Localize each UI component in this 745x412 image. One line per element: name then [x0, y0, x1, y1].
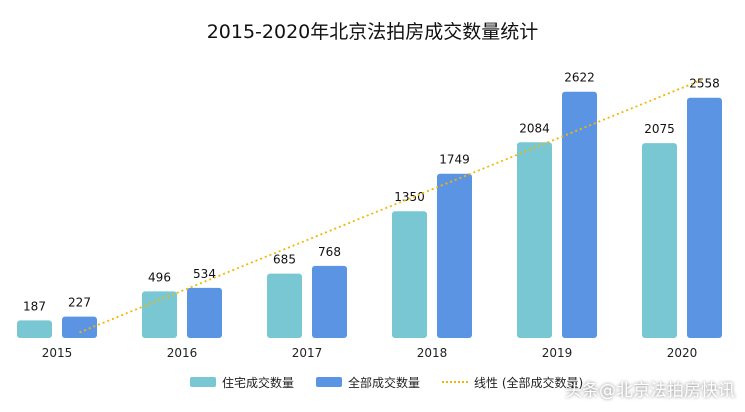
chart-title: 2015-2020年北京法拍房成交数量统计: [206, 21, 539, 43]
bar-residential-2017: [267, 273, 302, 338]
bar-residential-2016: [142, 291, 177, 338]
data-label-residential-2019: 2084: [519, 121, 550, 135]
bar-total-2017: [312, 265, 347, 338]
bar-total-2020: [687, 97, 722, 338]
data-label-total-2018: 1749: [439, 153, 470, 167]
x-tick-2015: 2015: [42, 346, 73, 360]
legend-item-trendline: 线性 (全部成交数量): [442, 374, 583, 391]
bar-total-2018: [437, 173, 472, 338]
bar-residential-2019: [517, 142, 552, 338]
bar-total-2019: [562, 91, 597, 338]
bar-total-2016: [187, 287, 222, 338]
data-label-residential-2016: 496: [148, 270, 171, 284]
bar-residential-2020: [642, 143, 677, 338]
watermark: 头条 @北京法拍房快讯: [565, 376, 735, 401]
bar-total-2015: [62, 316, 97, 338]
legend-label-trendline: 线性 (全部成交数量): [474, 375, 584, 390]
data-label-total-2016: 534: [193, 267, 216, 281]
data-labels-group: 187 227 496 534 685 768 1350 1749 2084 2622 2075 25…: [23, 71, 720, 314]
legend-swatch-residential: [190, 377, 216, 387]
legend: 住宅成交数量 全部成交数量 线性 (全部成交数量): [190, 373, 605, 391]
data-label-total-2019: 2622: [564, 71, 595, 85]
legend-label-residential: 住宅成交数量: [222, 375, 295, 390]
legend-item-total: 全部成交数量: [316, 374, 420, 391]
bar-residential-2018: [392, 211, 427, 338]
watermark-prefix: 头条: [565, 381, 599, 401]
x-axis-ticks: 2015 2016 2017 2018 2019 2020: [42, 346, 698, 360]
legend-swatch-total: [316, 377, 343, 387]
data-label-total-2020: 2558: [689, 77, 720, 91]
data-label-residential-2017: 685: [273, 253, 296, 267]
x-tick-2017: 2017: [292, 346, 323, 360]
data-label-residential-2015: 187: [23, 299, 46, 313]
data-label-residential-2018: 1350: [394, 190, 425, 204]
data-label-residential-2020: 2075: [644, 122, 675, 136]
bars-group: [17, 91, 722, 338]
bar-residential-2015: [17, 320, 52, 338]
legend-item-residential: 住宅成交数量: [190, 374, 294, 391]
x-tick-2020: 2020: [667, 346, 698, 360]
data-label-total-2017: 768: [318, 245, 341, 259]
data-label-total-2015: 227: [68, 296, 91, 310]
legend-swatch-trendline: [442, 381, 469, 383]
legend-label-total: 全部成交数量: [348, 375, 421, 390]
x-tick-2018: 2018: [417, 346, 448, 360]
x-tick-2019: 2019: [542, 346, 573, 360]
watermark-handle: @北京法拍房快讯: [599, 381, 735, 401]
x-tick-2016: 2016: [167, 346, 198, 360]
